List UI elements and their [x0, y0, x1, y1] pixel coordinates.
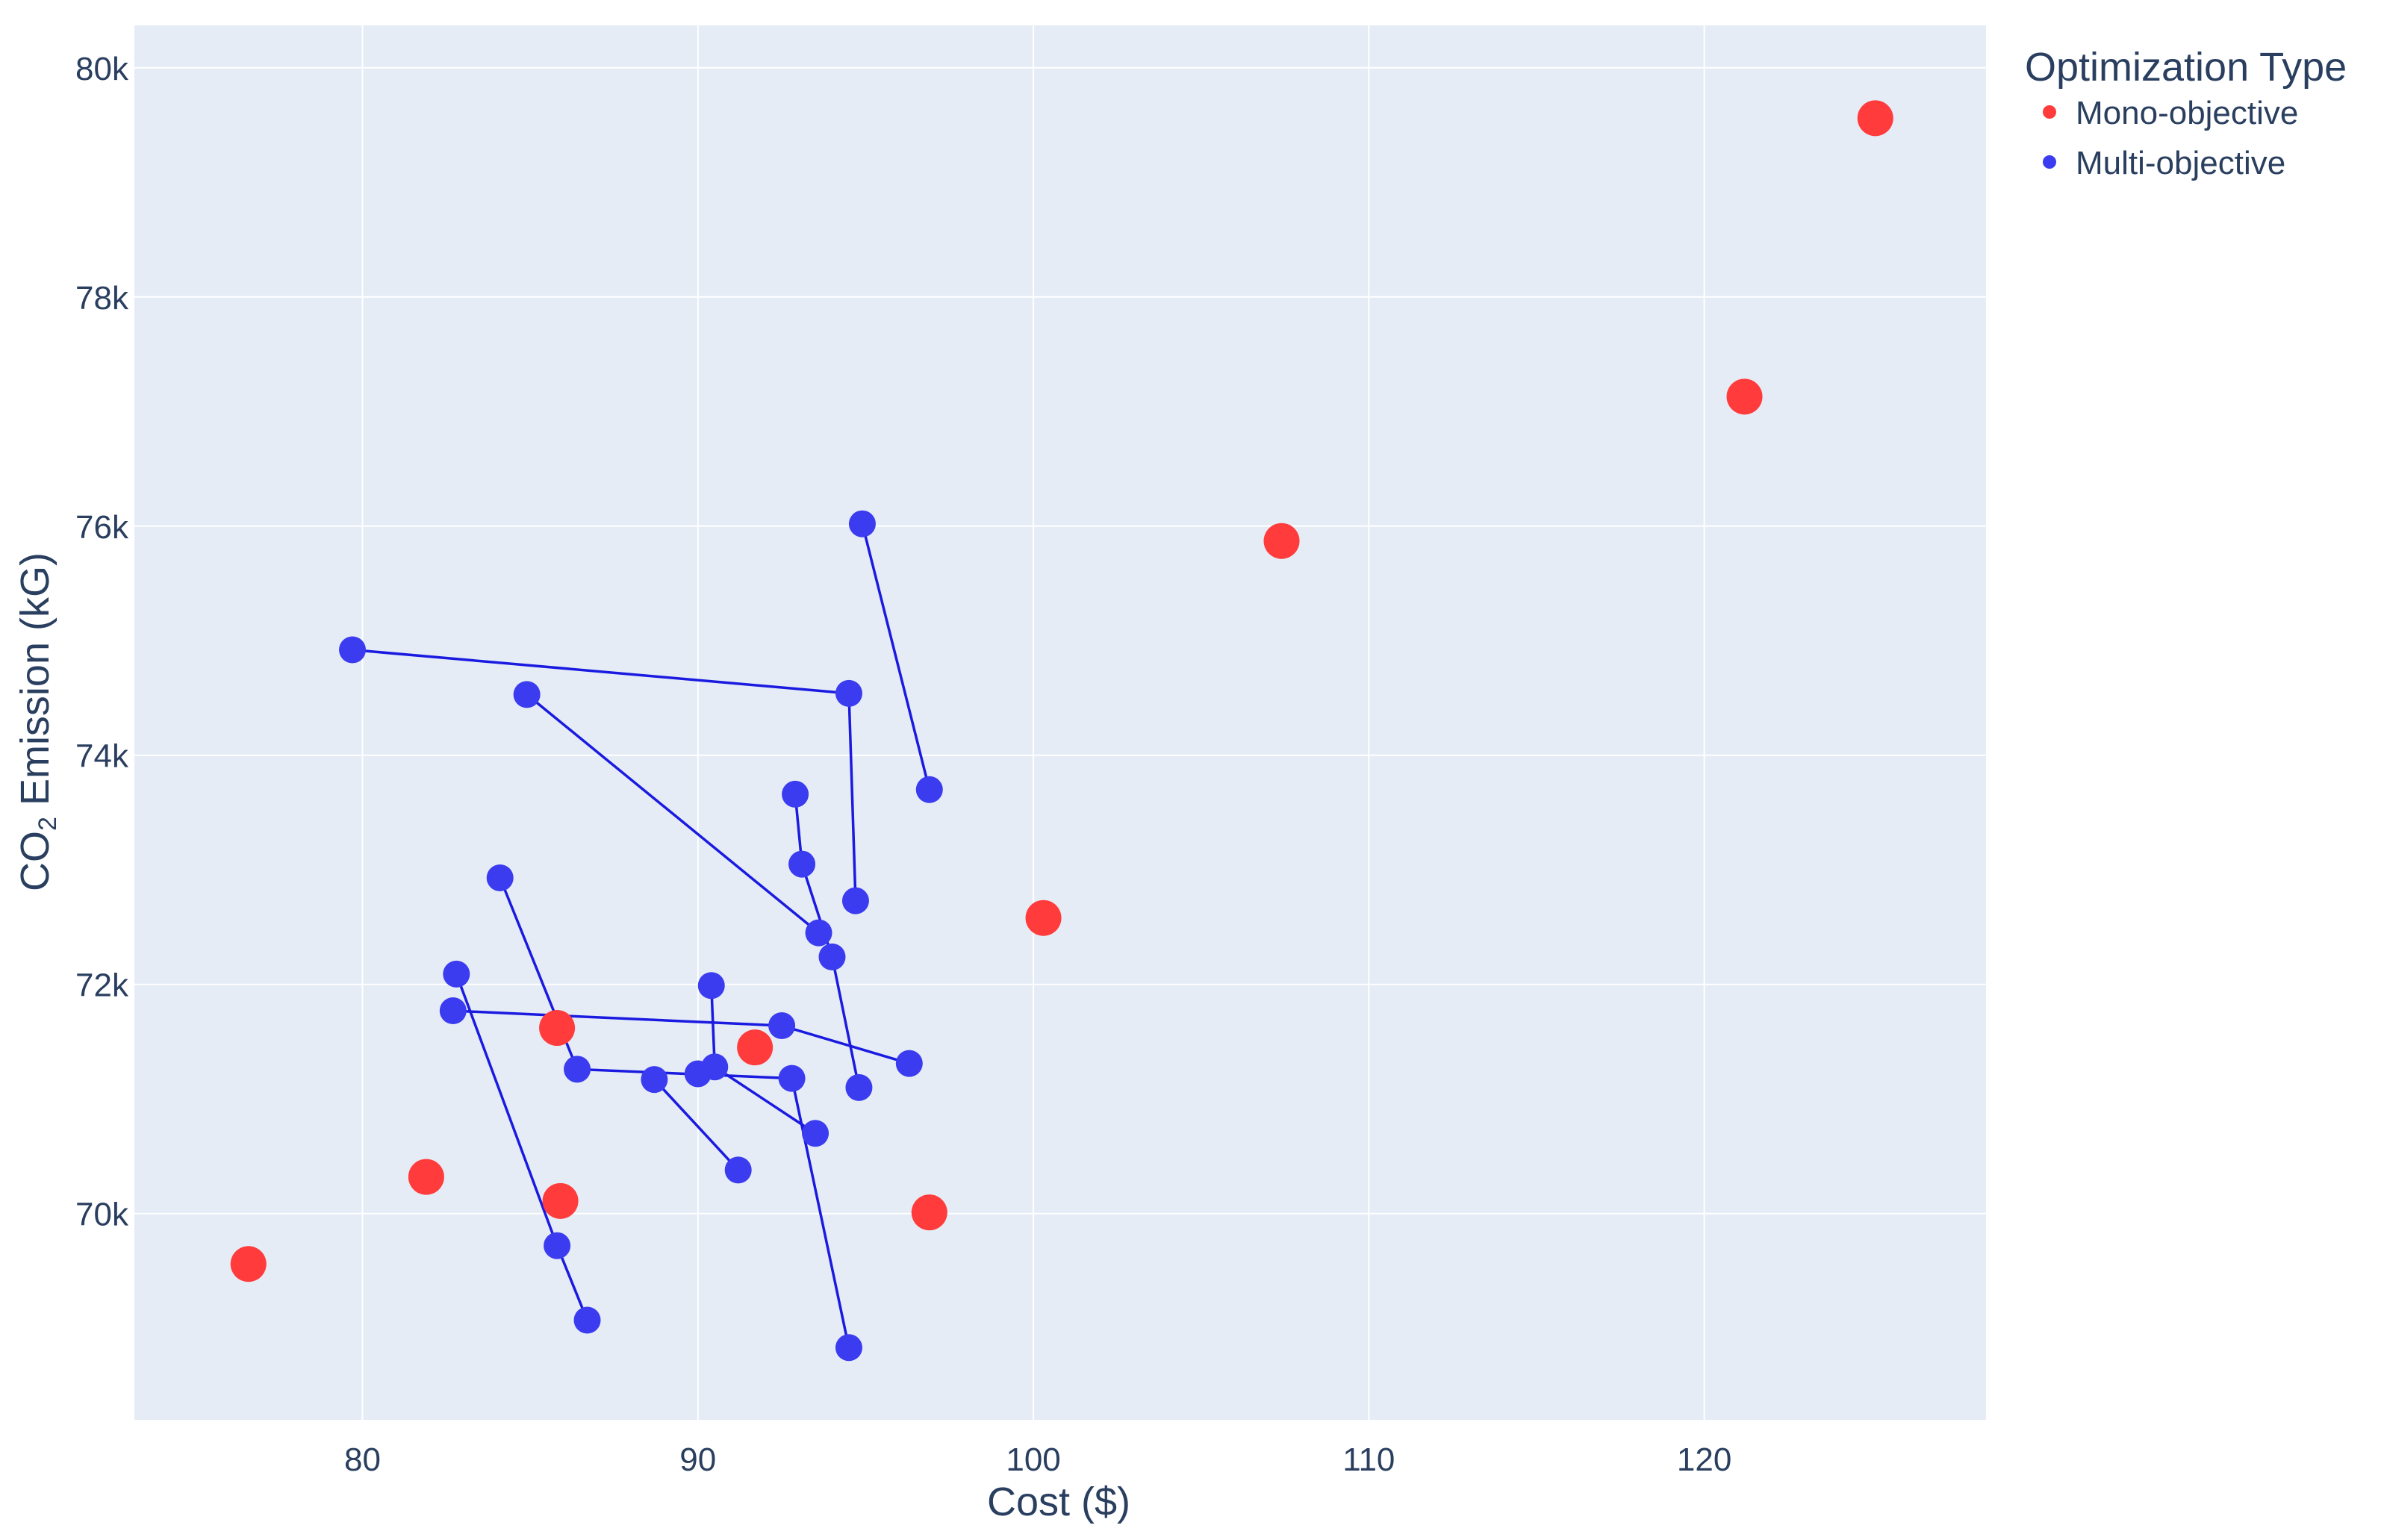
point-mono-objective[interactable]: [408, 1159, 444, 1195]
legend-marker-multi-objective: [2043, 155, 2056, 169]
legend-marker-mono-objective: [2043, 105, 2056, 119]
point-mono-objective[interactable]: [1263, 523, 1300, 559]
point-mono-objective[interactable]: [542, 1182, 579, 1219]
y-axis-title-rest: Emission (kG): [13, 552, 57, 817]
legend-item-mono-objective[interactable]: Mono-objective: [2043, 95, 2298, 131]
point-multi-objective[interactable]: [835, 679, 862, 707]
point-mono-objective[interactable]: [1025, 900, 1062, 936]
point-multi-objective[interactable]: [802, 1120, 830, 1147]
point-multi-objective[interactable]: [841, 887, 869, 914]
point-multi-objective[interactable]: [782, 780, 809, 808]
point-multi-objective[interactable]: [697, 972, 725, 1000]
x-tick-label: 80: [344, 1441, 381, 1478]
point-multi-objective[interactable]: [768, 1011, 796, 1039]
x-tick-label: 100: [1006, 1441, 1060, 1478]
point-multi-objective[interactable]: [443, 960, 470, 988]
point-multi-objective[interactable]: [573, 1306, 601, 1334]
y-axis-ticks: 70k 72k 74k 76k 78k 80k: [75, 51, 129, 1233]
y-tick-label: 74k: [75, 738, 129, 775]
point-multi-objective[interactable]: [684, 1060, 712, 1088]
y-tick-label: 76k: [75, 509, 129, 546]
point-mono-objective[interactable]: [911, 1194, 947, 1231]
series-line-multi-objective: [861, 523, 931, 791]
series-line-multi-objective: [653, 1078, 739, 1171]
point-multi-objective[interactable]: [818, 943, 846, 970]
point-multi-objective[interactable]: [564, 1056, 591, 1083]
legend-label-multi-objective: Multi-objective: [2076, 145, 2285, 181]
point-mono-objective[interactable]: [1857, 100, 1893, 137]
y-axis-title-subscript: 2: [34, 817, 62, 831]
series-line-multi-objective: [794, 794, 861, 1088]
x-tick-label: 110: [1342, 1441, 1395, 1478]
point-multi-objective[interactable]: [845, 1073, 873, 1101]
y-tick-label: 80k: [75, 51, 129, 87]
point-multi-objective[interactable]: [895, 1050, 923, 1077]
point-multi-objective[interactable]: [848, 510, 876, 537]
series-line-multi-objective: [526, 693, 820, 935]
y-tick-label: 72k: [75, 967, 129, 1004]
point-multi-objective[interactable]: [915, 776, 943, 803]
x-tick-label: 90: [679, 1441, 716, 1478]
legend-item-multi-objective[interactable]: Multi-objective: [2043, 145, 2285, 181]
x-tick-label: 120: [1677, 1441, 1731, 1478]
point-multi-objective[interactable]: [513, 681, 541, 708]
point-multi-objective[interactable]: [788, 850, 816, 878]
point-multi-objective[interactable]: [835, 1334, 862, 1362]
series-markers: [230, 100, 1893, 1362]
point-multi-objective[interactable]: [778, 1064, 806, 1092]
legend-label-mono-objective: Mono-objective: [2076, 95, 2298, 131]
y-axis-title-main: CO: [13, 831, 57, 891]
legend-title: Optimization Type: [2025, 45, 2347, 90]
point-multi-objective[interactable]: [339, 636, 367, 664]
point-multi-objective[interactable]: [724, 1156, 752, 1184]
x-axis-ticks: 80 90 100 110 120: [344, 1441, 1731, 1478]
y-axis-title: CO2 Emission (kG): [13, 552, 62, 891]
point-multi-objective[interactable]: [641, 1066, 668, 1094]
point-multi-objective[interactable]: [805, 919, 832, 947]
y-tick-label: 78k: [75, 280, 129, 317]
point-multi-objective[interactable]: [544, 1232, 571, 1259]
point-multi-objective[interactable]: [486, 864, 514, 891]
legend: Optimization Type Mono-objective Multi-o…: [2025, 45, 2347, 181]
point-mono-objective[interactable]: [1726, 378, 1763, 415]
point-mono-objective[interactable]: [230, 1246, 267, 1282]
grid-lines: [134, 25, 1986, 1420]
plot-background: [134, 25, 1986, 1420]
point-multi-objective[interactable]: [439, 997, 467, 1025]
x-axis-title: Cost ($): [987, 1480, 1130, 1524]
point-mono-objective[interactable]: [539, 1010, 576, 1047]
point-mono-objective[interactable]: [737, 1029, 774, 1066]
y-tick-label: 70k: [75, 1197, 129, 1233]
